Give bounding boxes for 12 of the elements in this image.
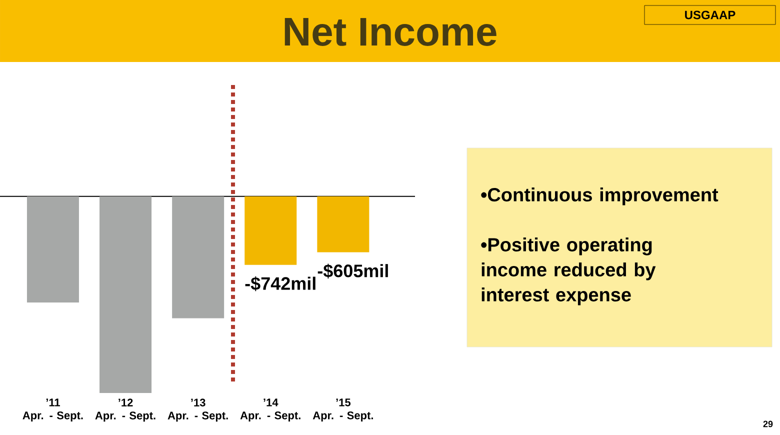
data-label: -$605mil: [318, 264, 388, 278]
x-tick-label: ’15 Apr. - Sept.: [312, 398, 373, 422]
x-tick-label: ’11 Apr. - Sept.: [22, 398, 83, 422]
data-label: -$742mil: [245, 276, 316, 292]
text: •Positive operating income reduced by interest expense: [481, 238, 656, 306]
text: 29: [763, 420, 773, 428]
text: USGAAP: [685, 10, 736, 20]
x-tick-label: ’13 Apr. - Sept.: [168, 398, 228, 422]
x-tick-label: ’12 Apr. - Sept.: [95, 398, 156, 422]
chart-title: Net Income: [284, 18, 496, 46]
text: •Continuous improvement: [481, 188, 718, 206]
x-tick-label: ’14 Apr. - Sept.: [240, 398, 300, 422]
